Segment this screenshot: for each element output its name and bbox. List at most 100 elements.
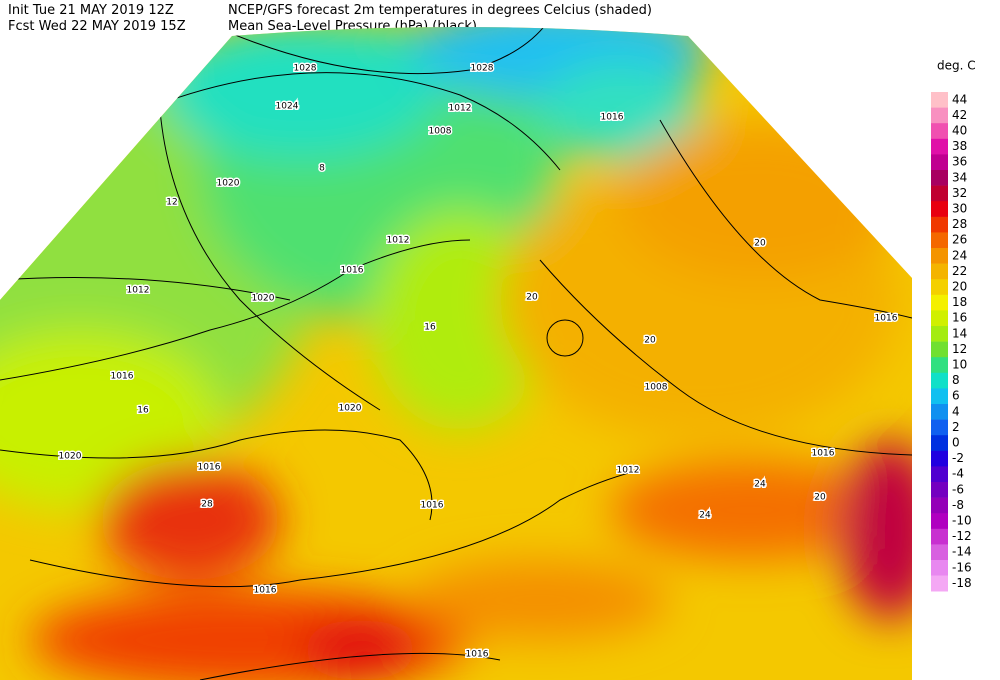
isobar-label: 1024 xyxy=(276,102,299,112)
legend-label: 36 xyxy=(952,155,967,169)
legend-swatch xyxy=(931,357,948,374)
isobar-label: 1008 xyxy=(645,383,668,393)
legend-swatch xyxy=(931,575,948,592)
isobar-label: 1016 xyxy=(111,372,134,382)
isobar-label: 1008 xyxy=(429,127,452,137)
forecast-time: Fcst Wed 22 MAY 2019 15Z xyxy=(8,19,186,34)
legend-label: 22 xyxy=(952,264,967,278)
legend-swatch xyxy=(931,404,948,420)
isobar-label: 1016 xyxy=(421,501,444,511)
legend-label: 4 xyxy=(952,404,960,418)
legend-swatch xyxy=(931,294,948,311)
legend-label: 8 xyxy=(952,373,960,387)
temperature-field xyxy=(0,27,912,680)
legend-label: 30 xyxy=(952,202,967,216)
isobar-label: 1016 xyxy=(254,586,277,596)
temperature-label: 24 xyxy=(754,480,766,490)
legend-label: 24 xyxy=(952,248,967,262)
isobar-label: 1020 xyxy=(59,452,82,462)
legend-swatch xyxy=(931,185,948,202)
legend-label: 44 xyxy=(952,92,967,106)
legend-swatch xyxy=(931,123,948,140)
legend-label: -8 xyxy=(952,498,964,512)
isobar-labels: 1028 1024 1020 1012 1020 1016 1020 1020 … xyxy=(57,62,899,661)
isobar-label: 1012 xyxy=(127,286,150,296)
isobar-label: 1012 xyxy=(387,236,410,246)
isobar-label: 1020 xyxy=(339,404,362,414)
legend-label: 26 xyxy=(952,233,967,247)
legend-label: -4 xyxy=(952,467,964,481)
legend-label: 12 xyxy=(952,342,967,356)
isobar-label: 1016 xyxy=(812,449,835,459)
legend-swatch xyxy=(931,341,948,358)
legend-swatch xyxy=(931,310,948,327)
legend-swatch xyxy=(931,450,948,467)
legend-label: 0 xyxy=(952,436,960,450)
legend-swatch xyxy=(931,326,948,342)
legend-swatch xyxy=(931,419,948,436)
isobar-label: 1016 xyxy=(601,113,624,123)
legend-swatch xyxy=(931,92,948,108)
temperature-label: 28 xyxy=(201,500,213,510)
legend-swatch xyxy=(931,544,948,561)
legend-label: 40 xyxy=(952,124,967,138)
map-title: NCEP/GFS forecast 2m temperatures in deg… xyxy=(228,3,652,18)
legend-swatch xyxy=(931,216,948,233)
temperature-label: 16 xyxy=(137,406,149,416)
legend-swatch xyxy=(931,107,948,124)
legend-label: 28 xyxy=(952,217,967,231)
temperature-label: 12 xyxy=(166,198,177,208)
legend-swatch xyxy=(931,482,948,498)
legend-swatch xyxy=(931,560,948,576)
isobar-label: 1028 xyxy=(294,64,317,74)
isobar-label: 1012 xyxy=(617,466,640,476)
legend-label: -18 xyxy=(952,576,972,590)
legend-label: 2 xyxy=(952,420,960,434)
legend-label: -10 xyxy=(952,514,972,528)
legend-label: 6 xyxy=(952,389,960,403)
legend-swatch xyxy=(931,372,948,389)
temperature-label: 20 xyxy=(526,293,538,303)
isobar-label: 1016 xyxy=(466,650,489,660)
isobar-label: 1020 xyxy=(252,294,275,304)
legend-swatch xyxy=(931,528,948,545)
isobar-label: 1016 xyxy=(875,314,898,324)
legend-label: -12 xyxy=(952,529,972,543)
isobar-label: 1028 xyxy=(471,64,494,74)
legend-label: 10 xyxy=(952,358,967,372)
legend-swatch xyxy=(931,513,948,530)
legend-swatch xyxy=(931,279,948,296)
legend-swatch xyxy=(931,248,948,264)
legend-swatch xyxy=(931,388,948,405)
legend-label: 14 xyxy=(952,326,967,340)
legend-swatch xyxy=(931,138,948,155)
legend-label: -2 xyxy=(952,451,964,465)
legend-label: 16 xyxy=(952,311,967,325)
isobar-label: 1016 xyxy=(341,266,364,276)
legend-swatch xyxy=(931,201,948,218)
legend-swatch xyxy=(931,466,948,483)
temperature-label: 20 xyxy=(754,239,766,249)
legend-label: 34 xyxy=(952,170,967,184)
legend-label: -6 xyxy=(952,482,964,496)
temperature-labels: 8 12 20 20 24 28 16 20 24 16 20 xyxy=(136,162,828,522)
legend: 4442403836343230282624222018161412108642… xyxy=(931,92,972,592)
legend-label: 18 xyxy=(952,295,967,309)
temperature-label: 20 xyxy=(814,493,826,503)
legend-swatch xyxy=(931,232,948,249)
legend-swatch xyxy=(931,170,948,186)
legend-label: 42 xyxy=(952,108,967,122)
isobar-label: 1016 xyxy=(198,463,221,473)
legend-label: 32 xyxy=(952,186,967,200)
legend-swatch xyxy=(931,154,948,171)
isobar-label: 1020 xyxy=(217,179,240,189)
legend-label: -16 xyxy=(952,560,972,574)
legend-swatch xyxy=(931,435,948,452)
legend-swatch xyxy=(931,263,948,280)
init-time: Init Tue 21 MAY 2019 12Z xyxy=(8,3,174,18)
legend-title: deg. C xyxy=(937,59,976,73)
temperature-label: 16 xyxy=(424,323,436,333)
isobar-label: 1012 xyxy=(449,104,472,114)
legend-label: 20 xyxy=(952,280,967,294)
